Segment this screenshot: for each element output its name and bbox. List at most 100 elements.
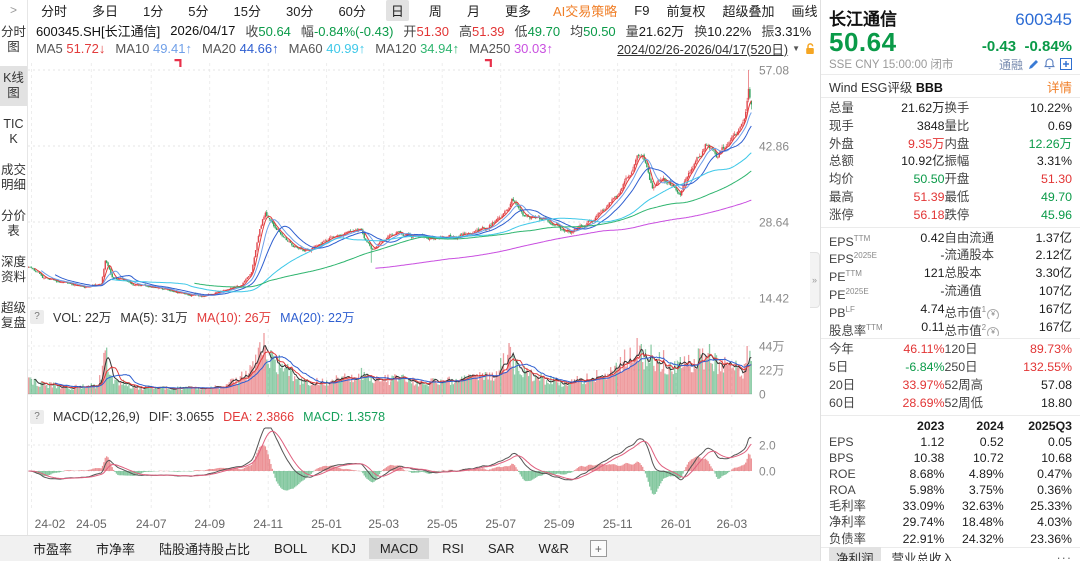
- esg-detail-link[interactable]: 详情: [1046, 80, 1072, 95]
- margin-badge-通[interactable]: 通: [998, 57, 1011, 72]
- stat-value: 49.70: [1040, 189, 1072, 204]
- info-field-8: 换10.22%: [694, 21, 751, 40]
- period-tab-11[interactable]: 更多: [504, 4, 531, 19]
- fin-value: 5.98%: [909, 483, 945, 498]
- esg-rating: BBB: [915, 80, 943, 95]
- stat-label: 5日: [829, 360, 849, 375]
- sidebar-item-3[interactable]: TICK: [3, 117, 24, 146]
- fin-label: BPS: [829, 450, 854, 465]
- stat-value: 132.55%: [1023, 360, 1072, 375]
- quote-stat-row: 股息率TTM 0.11 总市值2¥ 167亿: [821, 319, 1080, 337]
- fin-tab-净利润[interactable]: 净利润: [829, 547, 881, 561]
- volume-legend: ? VOL: 22万 MA(5): 31万 MA(10): 26万 MA(20): 22…: [28, 308, 365, 325]
- ma-item-MA20: MA20 44.66↑: [202, 40, 279, 56]
- period-tab-9[interactable]: 周: [428, 4, 442, 19]
- date-range-text[interactable]: 2024/02/26-2026/04/17(520日): [617, 42, 789, 57]
- period-tab-7[interactable]: 60分: [338, 4, 366, 19]
- toolbar-action-5[interactable]: 画线: [791, 4, 818, 19]
- svg-text:42.86: 42.86: [759, 140, 789, 154]
- stat-value: 12.26万: [1028, 136, 1072, 151]
- stat-value: 46.11%: [903, 342, 945, 357]
- chevron-down-icon[interactable]: ▼: [792, 43, 800, 53]
- stat-value: -6.84%: [905, 360, 945, 375]
- toolbar-action-1[interactable]: AI交易策略: [552, 4, 618, 19]
- info-field-7: 量21.62万: [626, 21, 685, 40]
- period-tab-1[interactable]: 分时: [41, 4, 68, 19]
- add-indicator-button[interactable]: +: [589, 540, 607, 557]
- toolbar-action-3[interactable]: 前复权: [666, 4, 706, 19]
- unlock-icon[interactable]: [804, 42, 816, 55]
- x-axis-label-25-07: 25-07: [485, 517, 517, 531]
- indicator-tab-MACD[interactable]: MACD: [368, 538, 430, 559]
- stat-value: 28.69%: [902, 395, 945, 410]
- fin-value: 10.38: [913, 450, 945, 465]
- stat-value: 10.22%: [1029, 101, 1072, 115]
- stat-label: 开盘: [944, 172, 970, 187]
- toolbar-action-4[interactable]: 超级叠加: [722, 4, 775, 19]
- sidebar-item-5[interactable]: 分价表: [0, 209, 26, 238]
- period-tab-3[interactable]: 1分: [143, 4, 164, 19]
- indicator-tab-市净率[interactable]: 市净率: [96, 542, 136, 557]
- quote-stat-row: EPS2025E - 流通股本 2.12亿: [821, 247, 1080, 265]
- quote-stat-row: 涨停 56.18 跌停 45.96: [821, 207, 1080, 225]
- stat-label: 股息率TTM: [829, 322, 883, 337]
- sidebar-item-4[interactable]: 成交明细: [0, 163, 26, 192]
- sidebar-item-6[interactable]: 深度资料: [0, 255, 26, 284]
- indicator-tab-SAR[interactable]: SAR: [487, 541, 515, 556]
- kline-chart-area[interactable]: 57.08 42.86 28.64 14.42 44万 22万 0 2.0 0.0 ? VOL: …: [28, 57, 820, 515]
- indicator-tab-BOLL[interactable]: BOLL: [274, 541, 308, 556]
- sidebar-item-7[interactable]: 超级复盘: [0, 301, 26, 330]
- stat-value: 3.31%: [1036, 154, 1072, 169]
- fin-value: 0.05: [1048, 434, 1072, 449]
- stat-label: 120日: [944, 342, 978, 357]
- vol-legend-help-icon[interactable]: ?: [30, 309, 44, 324]
- sidebar-item-2[interactable]: K线图: [0, 66, 27, 106]
- stat-label: 流通值: [944, 283, 982, 298]
- period-tab-2[interactable]: 多日: [92, 4, 119, 19]
- edit-icon[interactable]: [1028, 59, 1039, 70]
- period-tab-10[interactable]: 月: [466, 4, 480, 19]
- indicator-tab-RSI[interactable]: RSI: [442, 541, 464, 556]
- fin-header-cell: 2025Q3: [1028, 418, 1072, 433]
- info-field-label: 量: [625, 23, 639, 39]
- svg-text:22万: 22万: [759, 364, 784, 378]
- more-icon[interactable]: ···: [1056, 550, 1072, 561]
- stat-label: PETTM: [829, 269, 862, 283]
- fin-value: 3.75%: [968, 483, 1004, 498]
- period-tab-5[interactable]: 15分: [233, 4, 261, 19]
- info-field-value: 51.39: [472, 23, 505, 39]
- sidebar-item-1[interactable]: 分时图: [0, 25, 26, 54]
- period-tab-4[interactable]: 5分: [188, 4, 209, 19]
- info-field-label: 均: [570, 23, 584, 39]
- info-field-label: 开: [403, 23, 417, 39]
- sidebar-collapse-icon[interactable]: >: [9, 3, 17, 17]
- period-tab-6[interactable]: 30分: [285, 4, 314, 19]
- stat-label: EPS2025E: [829, 251, 877, 266]
- indicator-tab-陆股通持股占比[interactable]: 陆股通持股占比: [159, 542, 251, 557]
- macd-legend-help-icon[interactable]: ?: [30, 409, 44, 424]
- add-to-watchlist-icon[interactable]: [1060, 58, 1072, 70]
- panel-collapse-handle[interactable]: »: [810, 252, 820, 308]
- stat-label: 250日: [944, 360, 978, 375]
- svg-text:14.42: 14.42: [759, 292, 789, 306]
- stat-value: 9.35万: [907, 136, 945, 151]
- svg-text:44万: 44万: [759, 340, 784, 354]
- period-tab-8[interactable]: 日: [385, 0, 409, 21]
- date-range-selector[interactable]: 2024/02/26-2026/04/17(520日) ▼: [617, 39, 820, 58]
- alert-bell-icon[interactable]: [1044, 58, 1055, 70]
- price-change: -0.43 -0.84%: [981, 38, 1072, 55]
- x-axis-label-24-02: 24-02: [34, 517, 66, 531]
- quote-stat-row: 外盘 9.35万 内盘 12.26万: [821, 136, 1080, 154]
- fin-tab-营业总收入[interactable]: 营业总收入: [891, 552, 955, 561]
- indicator-tab-W&R[interactable]: W&R: [538, 541, 569, 556]
- toolbar-action-2[interactable]: F9: [634, 3, 650, 18]
- indicator-tab-KDJ[interactable]: KDJ: [331, 541, 356, 556]
- quote-info-row: 600345.SH[长江通信] 2026/04/17 收50.64 幅-0.84%…: [28, 21, 863, 40]
- indicator-tab-市盈率[interactable]: 市盈率: [33, 542, 73, 557]
- fin-value: 4.89%: [968, 466, 1004, 481]
- fin-value: 0.52: [979, 434, 1004, 449]
- kline-chart-canvas[interactable]: 57.08 42.86 28.64 14.42 44万 22万 0 2.0 0.0: [28, 57, 820, 515]
- stat-value: 18.80: [1040, 395, 1072, 410]
- info-field-value: -0.84%(-0.43): [313, 23, 394, 39]
- margin-badge-融[interactable]: 融: [1010, 57, 1023, 72]
